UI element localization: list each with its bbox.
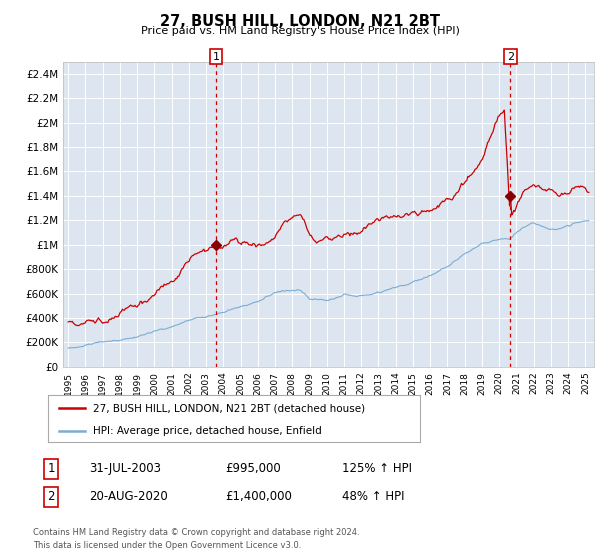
Text: Price paid vs. HM Land Registry's House Price Index (HPI): Price paid vs. HM Land Registry's House … xyxy=(140,26,460,36)
Text: £1,400,000: £1,400,000 xyxy=(225,490,292,503)
Text: 20-AUG-2020: 20-AUG-2020 xyxy=(89,490,167,503)
Text: HPI: Average price, detached house, Enfield: HPI: Average price, detached house, Enfi… xyxy=(92,426,322,436)
Text: 1: 1 xyxy=(47,462,55,475)
Text: 125% ↑ HPI: 125% ↑ HPI xyxy=(342,462,412,475)
Text: 27, BUSH HILL, LONDON, N21 2BT (detached house): 27, BUSH HILL, LONDON, N21 2BT (detached… xyxy=(92,403,365,413)
Text: 27, BUSH HILL, LONDON, N21 2BT: 27, BUSH HILL, LONDON, N21 2BT xyxy=(160,14,440,29)
Text: 31-JUL-2003: 31-JUL-2003 xyxy=(89,462,161,475)
Text: 48% ↑ HPI: 48% ↑ HPI xyxy=(342,490,404,503)
Text: 2: 2 xyxy=(47,490,55,503)
Text: 1: 1 xyxy=(212,52,220,62)
Text: 2: 2 xyxy=(506,52,514,62)
Text: £995,000: £995,000 xyxy=(225,462,281,475)
Text: Contains HM Land Registry data © Crown copyright and database right 2024.
This d: Contains HM Land Registry data © Crown c… xyxy=(33,529,359,550)
